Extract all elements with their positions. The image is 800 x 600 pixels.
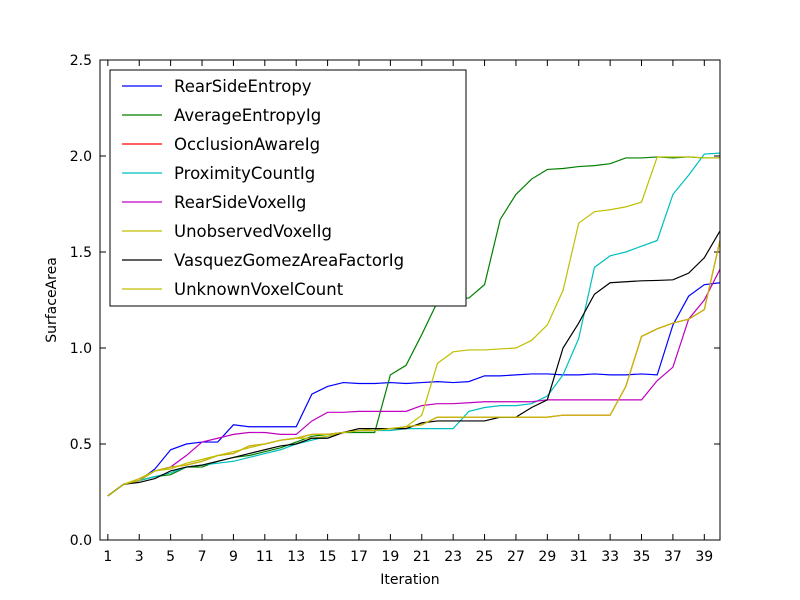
x-tick-label: 33 [601,549,619,565]
y-tick-label: 1.5 [70,245,92,261]
y-tick-label: 1.0 [70,341,92,357]
legend-label: UnknownVoxelCount [174,280,344,299]
legend: RearSideEntropy AverageEntropyIg Occlusion… [109,69,467,307]
y-tick-label: 0.5 [70,437,92,453]
x-tick-label: 1 [103,549,112,565]
x-tick-label: 39 [695,549,713,565]
x-tick-label: 19 [381,549,399,565]
legend-label: OcclusionAwareIg [174,135,320,154]
series-line-3 [107,152,720,497]
legend-box [109,69,467,307]
series-layer [107,152,720,497]
y-tick-label: 0.0 [70,533,92,549]
y-tick-label: 2.5 [70,53,92,69]
x-tick-label: 7 [198,549,207,565]
x-tick-label: 37 [664,549,682,565]
x-tick-label: 31 [570,549,588,565]
x-tick-label: 9 [229,549,238,565]
legend-label: ProximityCountIg [174,164,315,183]
legend-label: UnobservedVoxelIg [174,222,332,241]
series-line-7 [107,240,720,497]
y-tick-label: 2.0 [70,149,92,165]
plot-frame [99,59,721,541]
series-line-5 [107,156,720,497]
legend-label: AverageEntropyIg [174,106,321,125]
x-tick-label: 35 [633,549,651,565]
x-tick-label: 13 [287,549,305,565]
x-tick-label: 29 [538,549,556,565]
legend-label: RearSideEntropy [174,77,312,96]
x-tick-label: 5 [166,549,175,565]
legend-label: VasquezGomezAreaFactorIg [174,251,404,270]
x-tick-label: 27 [507,549,525,565]
x-tick-label: 23 [444,549,462,565]
x-tick-label: 11 [256,549,274,565]
x-tick-label: 17 [350,549,368,565]
x-axis-label: Iteration [380,572,439,588]
series-line-0 [107,282,720,497]
x-tick-label: 21 [413,549,431,565]
x-tick-label: 15 [319,549,337,565]
x-tick-label: 3 [135,549,144,565]
ticks-layer: 1 3 5 7 9 11 13 15 17 19 21 23 25 27 29 31 33 35 37 390.00.… [70,53,720,565]
x-tick-label: 25 [476,549,494,565]
y-axis-label: SurfaceArea [44,257,60,343]
legend-label: RearSideVoxelIg [174,193,306,212]
